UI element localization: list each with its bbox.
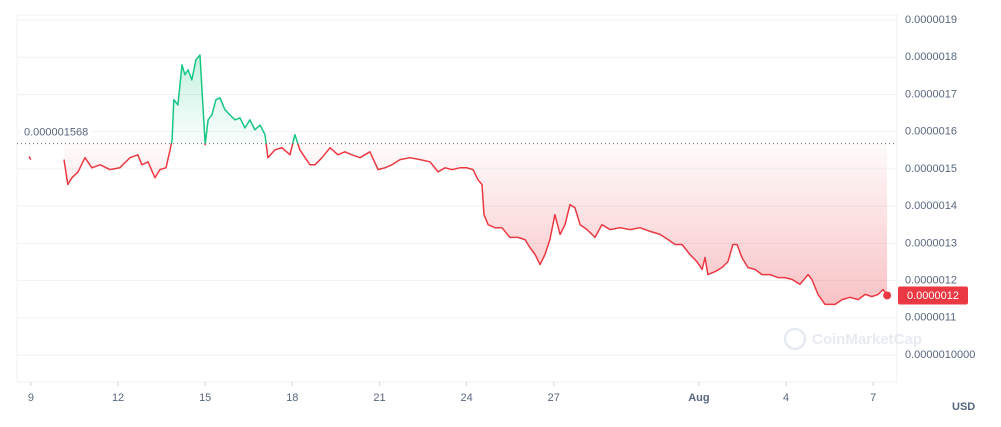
x-tick-label: 27 <box>548 392 560 404</box>
watermark: CoinMarketCap <box>783 327 922 351</box>
y-tick-label: 0.0000012 <box>905 274 957 286</box>
plot-frame <box>16 14 898 383</box>
y-tick-label: 0.0000016 <box>905 126 957 138</box>
y-tick-label: 0.0000017 <box>905 88 957 100</box>
x-tick-label: Aug <box>688 392 709 404</box>
currency-label: USD <box>952 401 975 413</box>
area-fill <box>64 55 888 305</box>
last-price-label: 0.0000012 <box>907 290 959 302</box>
watermark-text: CoinMarketCap <box>812 331 922 348</box>
watermark-logo <box>783 327 807 351</box>
x-tick-label: 15 <box>199 392 211 404</box>
last-price-tag <box>898 286 968 305</box>
last-price-dot <box>883 291 892 300</box>
x-tick-label: 18 <box>286 392 298 404</box>
area-fill <box>28 143 31 160</box>
baseline-label-bg <box>21 125 92 140</box>
y-tick-label: 0.0000014 <box>905 200 957 212</box>
y-tick-label: 0.0000018 <box>905 51 957 63</box>
y-tick-label: 0.0000015 <box>905 163 957 175</box>
x-tick-label: 9 <box>28 392 34 404</box>
y-tick-label: 0.0000019 <box>905 14 957 26</box>
baseline-label: 0.000001568 <box>24 126 88 138</box>
y-tick-label: 0.0000010000 <box>905 349 975 361</box>
y-tick-label: 0.0000013 <box>905 237 957 249</box>
price-line <box>28 54 888 306</box>
y-tick-label: 0.0000011 <box>905 312 956 324</box>
x-tick-label: 4 <box>783 392 789 404</box>
x-tick-label: 12 <box>112 392 124 404</box>
x-tick-label: 24 <box>460 392 472 404</box>
x-tick-label: 7 <box>870 392 876 404</box>
x-tick-label: 21 <box>373 392 385 404</box>
